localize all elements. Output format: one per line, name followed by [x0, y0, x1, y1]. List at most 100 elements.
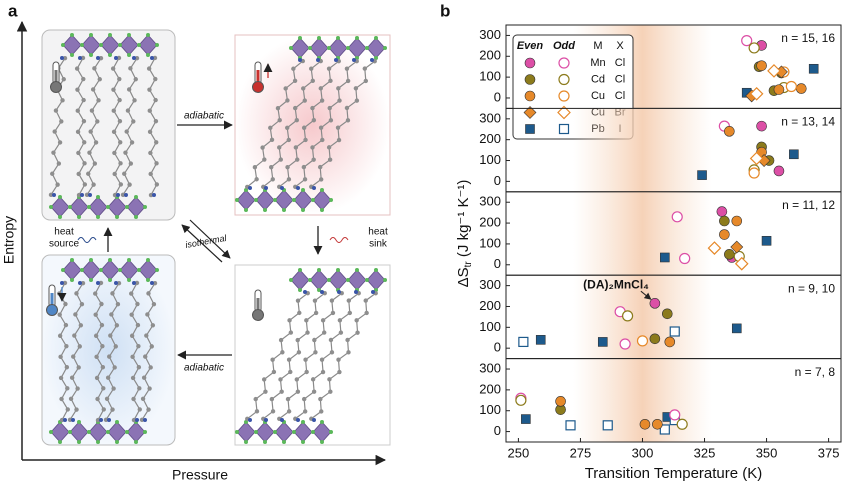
- carbon: [112, 365, 117, 370]
- thermometer-fluid: [54, 70, 58, 85]
- halide: [155, 268, 159, 272]
- carbon: [269, 396, 275, 402]
- carbon: [140, 396, 146, 401]
- carbon: [269, 164, 274, 170]
- carbon: [82, 140, 87, 145]
- legend-metal: Mn: [590, 57, 605, 69]
- nitrogen: [354, 290, 358, 294]
- nitrogen: [298, 58, 302, 62]
- carbon: [329, 350, 335, 355]
- legend-marker: [524, 90, 536, 102]
- halide: [320, 208, 324, 212]
- point: [773, 84, 785, 95]
- heat-label: sink: [369, 239, 388, 250]
- carbon: [153, 118, 159, 124]
- y-tick-label: 200: [479, 298, 501, 313]
- carbon: [74, 291, 79, 296]
- highlight-band: [573, 191, 712, 276]
- legend-marker: [557, 105, 571, 120]
- carbon: [129, 333, 135, 338]
- carbon: [302, 409, 308, 414]
- halide: [383, 278, 387, 282]
- carbon: [152, 55, 158, 61]
- halide: [125, 430, 129, 434]
- point: [741, 35, 753, 47]
- carbon: [285, 98, 290, 103]
- nitrogen: [303, 290, 307, 294]
- halide: [336, 36, 340, 40]
- carbon: [79, 302, 85, 307]
- halide: [70, 278, 74, 282]
- carbon: [318, 177, 324, 182]
- carbon: [302, 98, 307, 103]
- carbon: [336, 86, 341, 91]
- carbon: [126, 87, 132, 92]
- carbon: [295, 157, 300, 162]
- y-tick-label: 200: [479, 48, 501, 63]
- carbon: [337, 369, 342, 375]
- halide: [244, 208, 248, 212]
- carbon: [154, 161, 159, 166]
- point: [756, 60, 767, 71]
- halide: [143, 205, 147, 209]
- point: [660, 252, 670, 263]
- y-tick-label: 300: [479, 277, 501, 292]
- carbon: [305, 330, 310, 335]
- y-tick-label: 100: [479, 319, 501, 334]
- carbon: [278, 157, 283, 162]
- carbon: [329, 298, 335, 303]
- carbon: [304, 318, 309, 323]
- carbon: [75, 129, 81, 135]
- carbon: [118, 161, 123, 166]
- nitrogen: [150, 281, 154, 285]
- point: [731, 215, 743, 227]
- halide: [61, 268, 65, 272]
- halide: [58, 195, 62, 199]
- carbon: [148, 365, 153, 370]
- carbon: [52, 129, 57, 134]
- carbon: [139, 417, 145, 423]
- x-axis-label: Transition Temperature (K): [585, 465, 763, 482]
- nitrogen: [124, 193, 128, 197]
- carbon: [74, 66, 80, 71]
- carbon: [56, 161, 62, 166]
- arrow: [181, 224, 223, 263]
- carbon: [63, 322, 69, 328]
- nitrogen: [296, 186, 300, 190]
- point: [697, 170, 707, 180]
- carbon: [144, 333, 149, 338]
- carbon: [312, 337, 317, 343]
- carbon: [270, 409, 276, 414]
- nitrogen: [312, 418, 316, 422]
- point: [602, 420, 613, 431]
- halide: [58, 440, 62, 444]
- carbon: [320, 318, 326, 323]
- carbon: [64, 365, 70, 370]
- carbon: [295, 389, 301, 394]
- halide: [329, 430, 333, 434]
- point: [707, 241, 722, 255]
- halide: [301, 420, 305, 424]
- carbon: [108, 333, 113, 338]
- state-box: [41, 29, 176, 221]
- carbon: [354, 318, 359, 323]
- highlight-band: [573, 108, 712, 192]
- carbon: [269, 137, 275, 143]
- nitrogen: [143, 418, 147, 422]
- carbon: [131, 417, 137, 423]
- carbon: [76, 365, 81, 370]
- halide: [89, 278, 93, 282]
- halide: [292, 430, 296, 434]
- halide: [298, 36, 302, 40]
- carbon: [294, 118, 299, 123]
- carbon: [136, 365, 142, 370]
- carbon: [319, 409, 324, 414]
- nitrogen: [152, 193, 156, 197]
- halide: [127, 33, 131, 37]
- halide: [108, 278, 112, 282]
- halide: [355, 36, 359, 40]
- nitrogen: [371, 290, 375, 294]
- carbon: [94, 375, 100, 381]
- carbon: [118, 140, 123, 145]
- carbon: [280, 350, 285, 355]
